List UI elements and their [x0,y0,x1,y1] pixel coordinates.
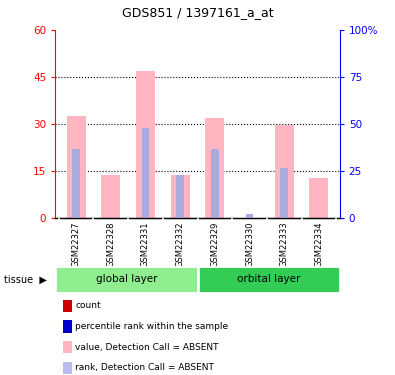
Bar [280,168,288,217]
Bar [72,149,80,217]
Text: GDS851 / 1397161_a_at: GDS851 / 1397161_a_at [122,6,273,19]
Bar [101,176,120,217]
Bar [176,176,184,217]
Text: GSM22329: GSM22329 [211,221,219,267]
Text: global layer: global layer [96,274,157,284]
Text: GSM22330: GSM22330 [245,221,254,267]
Text: GSM22327: GSM22327 [71,221,81,267]
Text: orbital layer: orbital layer [237,274,300,284]
Bar [136,70,155,217]
Bar [246,214,253,217]
Text: tissue  ▶: tissue ▶ [4,274,47,284]
Text: GSM22331: GSM22331 [141,221,150,267]
Bar [55,266,198,292]
Text: GSM22328: GSM22328 [106,221,115,267]
Bar [198,266,340,292]
Text: value, Detection Call = ABSENT: value, Detection Call = ABSENT [75,343,218,352]
Bar [171,176,190,217]
Bar [211,149,219,217]
Text: percentile rank within the sample: percentile rank within the sample [75,322,228,331]
Bar [309,178,328,218]
Text: GSM22334: GSM22334 [314,221,324,267]
Text: rank, Detection Call = ABSENT: rank, Detection Call = ABSENT [75,363,214,372]
Bar [205,117,224,218]
Text: GSM22333: GSM22333 [280,221,289,267]
Text: GSM22332: GSM22332 [176,221,184,267]
Bar [275,125,294,218]
Text: count: count [75,302,101,310]
Bar [142,128,149,217]
Bar [67,116,86,218]
